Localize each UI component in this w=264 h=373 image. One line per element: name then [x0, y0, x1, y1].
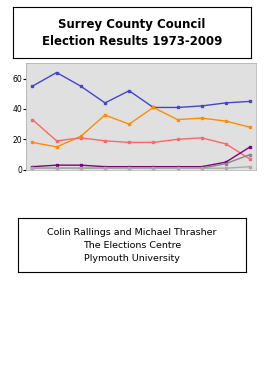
Text: Surrey County Council
Election Results 1973-2009: Surrey County Council Election Results 1… [42, 18, 222, 48]
Text: Colin Rallings and Michael Thrasher
The Elections Centre
Plymouth University: Colin Rallings and Michael Thrasher The … [47, 228, 217, 263]
